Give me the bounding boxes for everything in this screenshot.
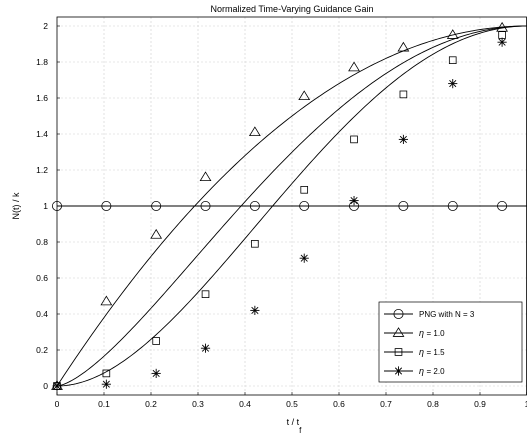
tick-labels: 0 0.1 0.2 0.3 0.4 0.5 0.6 0.7 0.8 0.9 1 0 0.2 0.4 0.6 0…: [36, 21, 527, 409]
series-markers: [51, 21, 509, 391]
data-point-star: [349, 196, 359, 206]
data-point-circle: [249, 200, 260, 211]
x-tick-label: 0.9: [474, 399, 486, 409]
x-tick-label: 0.1: [98, 399, 110, 409]
x-tick-label: 1: [525, 399, 527, 409]
data-point-circle: [497, 200, 508, 211]
x-tick-label: 0.6: [333, 399, 345, 409]
data-point-star: [250, 305, 260, 315]
legend-entry: η = 1.0: [384, 327, 445, 338]
data-point-square: [399, 90, 408, 99]
data-point-triangle: [298, 90, 311, 101]
y-tick-label: 1.4: [36, 129, 48, 139]
y-axis-label: N(t) / k: [11, 192, 21, 219]
series-line-square: [56, 25, 527, 387]
legend-marker-square: [394, 348, 403, 356]
legend-marker-star: [393, 366, 404, 376]
legend-marker-triangle: [392, 327, 405, 337]
chart-title: Normalized Time-Varying Guidance Gain: [211, 4, 374, 14]
x-axis-label-subscript: f: [299, 426, 302, 435]
data-point-square: [102, 369, 111, 378]
data-point-triangle: [446, 29, 459, 39]
data-point-square: [201, 290, 210, 298]
data-point-square: [448, 56, 457, 64]
data-point-star: [299, 253, 309, 263]
x-tick-label: 0.3: [192, 399, 204, 409]
y-tick-label: 1.8: [36, 57, 48, 67]
y-tick-label: 1.6: [36, 93, 48, 103]
data-point-triangle: [150, 228, 163, 239]
x-tick-label: 0: [55, 399, 60, 409]
data-point-circle: [299, 200, 310, 211]
data-point-star: [398, 134, 408, 144]
data-point-triangle: [248, 126, 261, 137]
data-point-circle: [200, 200, 211, 211]
x-tick-label: 0.4: [239, 399, 251, 409]
y-tick-label: 0: [43, 381, 48, 391]
data-point-star: [448, 79, 458, 89]
y-tick-label: 1.2: [36, 165, 48, 175]
x-tick-label: 0.8: [427, 399, 439, 409]
data-point-circle: [101, 200, 112, 211]
x-axis-label-main: t / t: [287, 417, 300, 427]
data-point-circle: [151, 200, 162, 211]
legend-entry: η = 1.5: [384, 347, 445, 357]
legend: PNG with N = 3 η = 1.0 η = 1.5 η = 2.0: [378, 301, 523, 383]
data-point-triangle: [348, 61, 360, 72]
x-tick-label: 0.2: [145, 399, 157, 409]
y-tick-label: 0.8: [36, 237, 48, 247]
legend-entry: η = 2.0: [384, 366, 445, 376]
data-point-square: [251, 239, 259, 248]
y-tick-label: 1: [43, 201, 48, 211]
legend-label: η = 1.0: [419, 328, 445, 338]
data-point-square: [350, 135, 358, 144]
legend-label: η = 1.5: [419, 347, 445, 357]
series-line-star: [56, 25, 527, 387]
data-point-triangle: [397, 41, 410, 52]
x-axis-label: t / tf: [287, 417, 303, 435]
data-point-circle: [398, 200, 409, 211]
data-point-star: [151, 368, 161, 378]
data-point-triangle: [100, 295, 113, 306]
legend-entry: PNG with N = 3: [384, 308, 475, 319]
y-tick-label: 2: [43, 21, 48, 31]
y-tick-label: 0.4: [36, 309, 48, 319]
data-point-circle: [447, 200, 458, 211]
data-point-star: [497, 37, 507, 47]
data-point-star: [101, 379, 111, 389]
legend-label: η = 2.0: [419, 366, 445, 376]
legend-marker-circle: [393, 308, 404, 319]
x-tick-label: 0.5: [286, 399, 298, 409]
y-tick-label: 0.6: [36, 273, 48, 283]
legend-label: PNG with N = 3: [419, 310, 475, 319]
y-tick-label: 0.2: [36, 345, 48, 355]
x-tick-label: 0.7: [380, 399, 392, 409]
data-point-square: [300, 185, 309, 194]
data-point-triangle: [199, 171, 212, 182]
data-point-square: [498, 31, 506, 39]
data-point-star: [200, 343, 211, 353]
data-point-square: [152, 337, 160, 345]
